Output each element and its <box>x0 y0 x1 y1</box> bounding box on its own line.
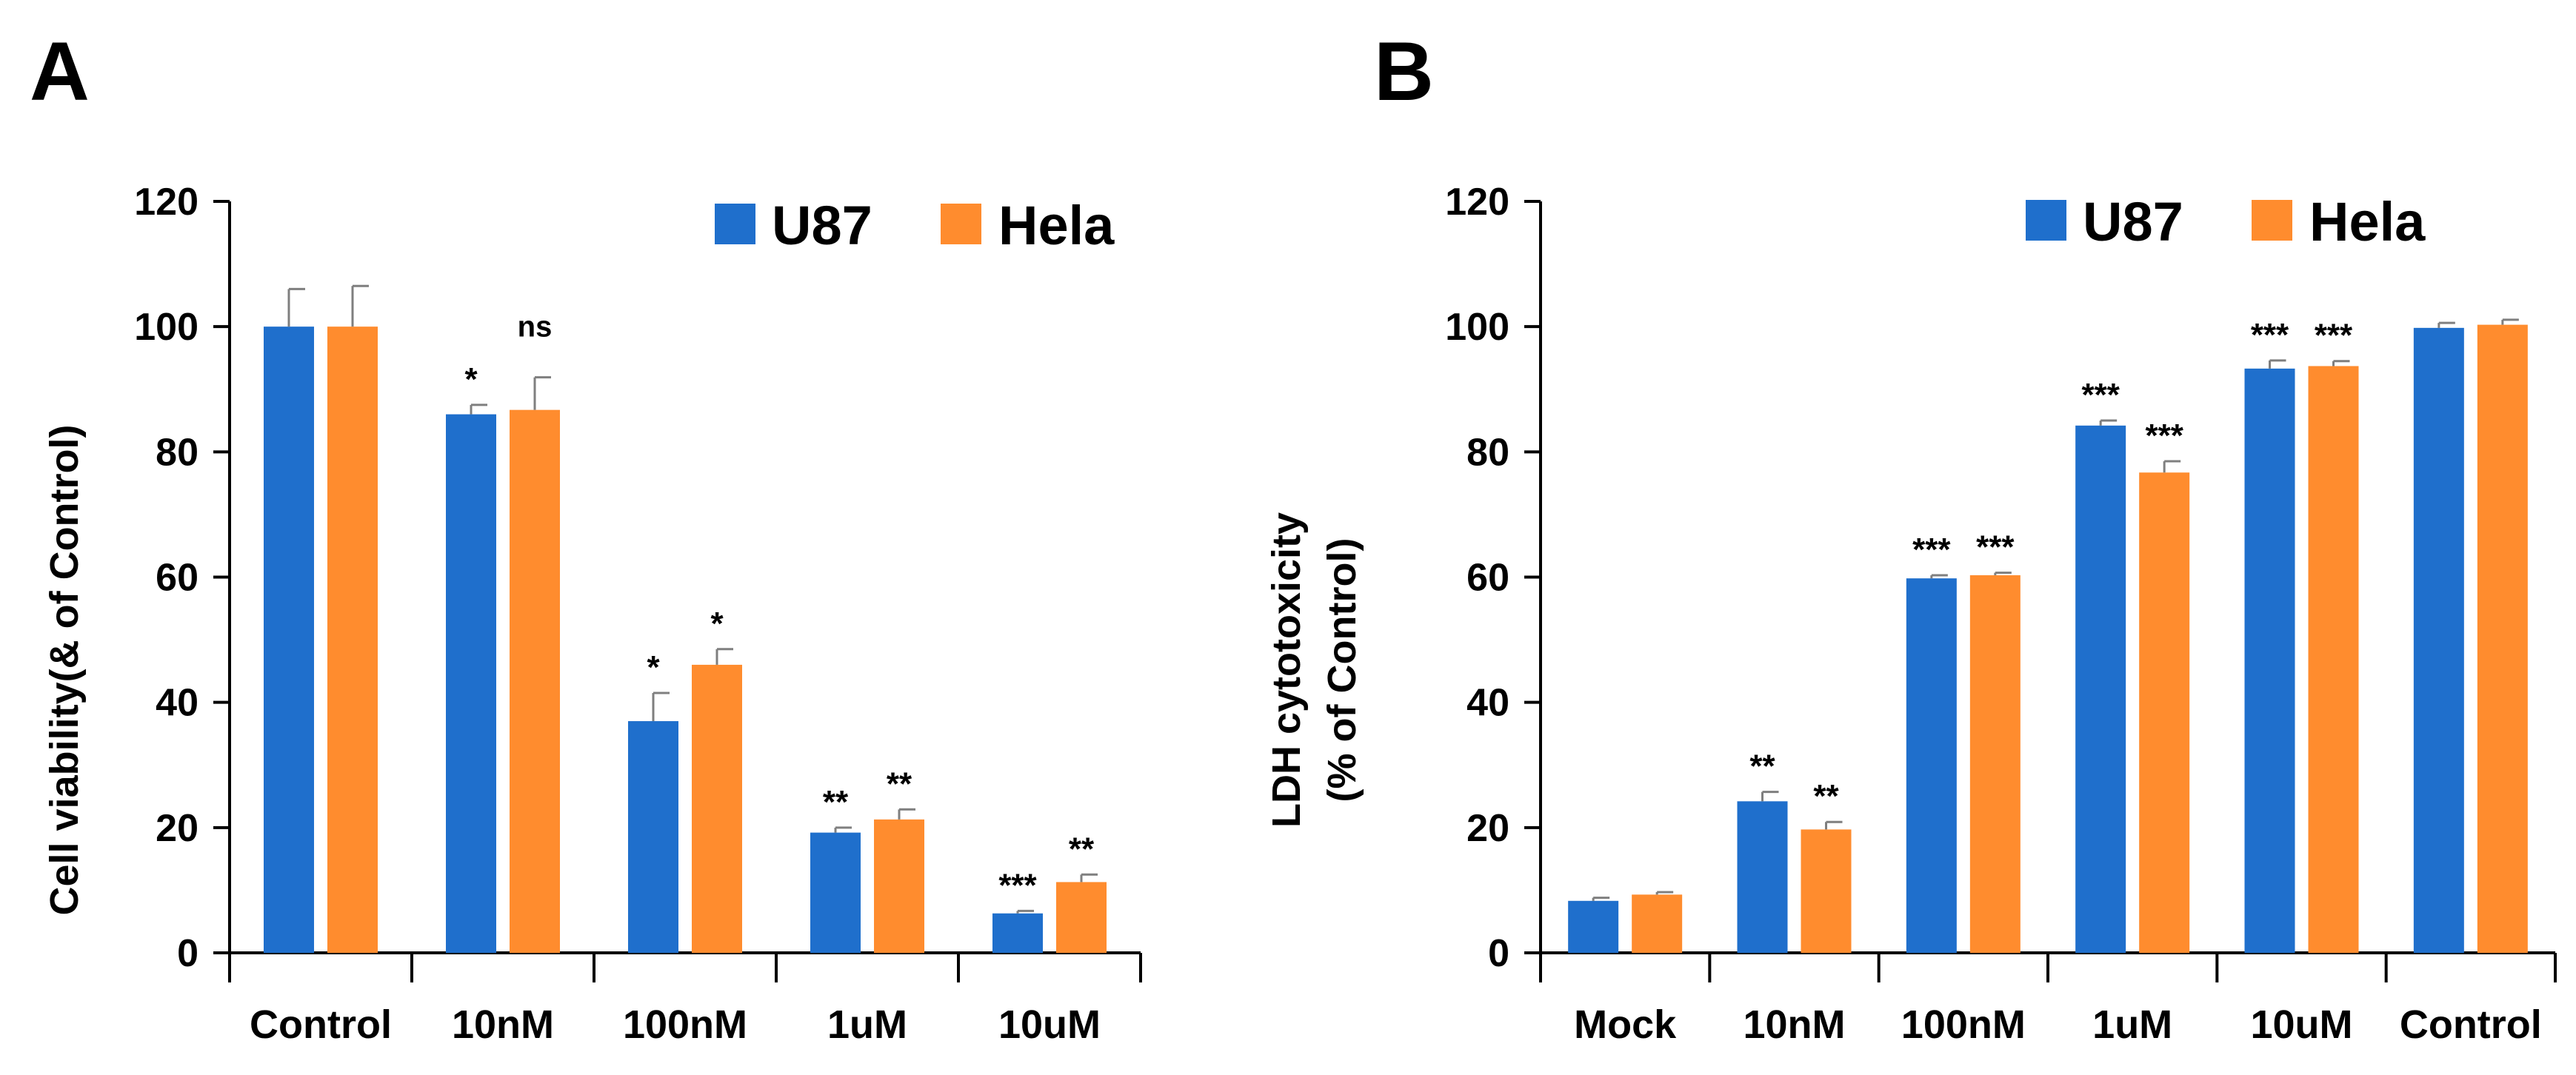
y-tick-label: 60 <box>156 557 198 600</box>
significance-label: *** <box>2251 317 2289 353</box>
legend-label-u87: U87 <box>2083 191 2183 252</box>
legend-label-u87: U87 <box>772 195 872 256</box>
significance-label: * <box>464 361 478 398</box>
significance-label: *** <box>2315 318 2353 354</box>
panel-a-legend: U87 Hela <box>715 195 1115 256</box>
bar-u87 <box>1737 801 1788 953</box>
x-tick-label: 100nM <box>1901 1002 2026 1047</box>
legend-label-hela: Hela <box>2309 191 2426 252</box>
y-tick-label: 0 <box>1488 932 1509 975</box>
x-tick-label: 10nM <box>1743 1002 1845 1047</box>
panel-b-legend: U87 Hela <box>2026 191 2426 252</box>
x-tick-label: Control <box>250 1002 392 1047</box>
panel-b-y-axis-label-line2: (% of Control) <box>1320 538 1364 803</box>
panel-b: B LDH cytotoxicity (% of Control) U87 He… <box>1264 25 2557 1047</box>
significance-label: *** <box>1912 532 1951 568</box>
y-tick-label: 20 <box>1466 807 1509 850</box>
x-tick-label: 1uM <box>2092 1002 2172 1047</box>
bar-hela <box>1969 575 2021 953</box>
significance-label: ns <box>518 311 553 344</box>
significance-label: ** <box>1813 778 1839 814</box>
significance-label: ** <box>823 784 849 820</box>
significance-label: ** <box>1069 831 1095 867</box>
y-tick-label: 100 <box>1445 306 1509 349</box>
y-tick-label: 120 <box>134 181 198 224</box>
bar-u87 <box>2075 425 2126 953</box>
panel-a-label: A <box>30 25 90 118</box>
x-tick-label: 100nM <box>623 1002 747 1047</box>
y-tick-label: 40 <box>156 682 198 725</box>
legend-swatch-hela <box>941 204 981 244</box>
bar-hela <box>2139 472 2190 953</box>
legend-swatch-hela <box>2252 200 2292 241</box>
bar-hela <box>510 409 560 953</box>
x-tick-label: 10uM <box>2250 1002 2352 1047</box>
y-tick-label: 100 <box>134 306 198 349</box>
y-tick-label: 0 <box>177 932 198 975</box>
x-tick-label: 10nM <box>452 1002 554 1047</box>
panel-a: A Cell viability(& of Control) U87 Hela … <box>30 25 1142 1047</box>
bar-hela <box>1056 882 1107 953</box>
significance-label: *** <box>998 867 1037 903</box>
y-tick-label: 80 <box>156 431 198 474</box>
bar-hela <box>692 664 742 953</box>
significance-label: ** <box>887 766 912 802</box>
panel-b-label: B <box>1374 25 1434 118</box>
panel-b-y-axis-label: LDH cytotoxicity <box>1264 512 1309 828</box>
y-tick-label: 40 <box>1466 682 1509 725</box>
significance-label: ** <box>1749 749 1775 785</box>
bar-u87 <box>1906 578 1957 953</box>
significance-label: * <box>710 606 724 642</box>
significance-label: *** <box>1976 529 2015 566</box>
x-tick-label: Control <box>2400 1002 2542 1047</box>
bar-hela <box>1801 829 1852 953</box>
legend-label-hela: Hela <box>998 195 1115 256</box>
panel-a-y-axis-label: Cell viability(& of Control) <box>42 424 87 915</box>
bar-u87 <box>264 326 314 954</box>
y-tick-label: 20 <box>156 807 198 850</box>
significance-label: *** <box>2081 377 2120 413</box>
bar-u87 <box>1568 900 1619 953</box>
bar-u87 <box>446 414 496 953</box>
y-tick-label: 80 <box>1466 431 1509 474</box>
y-tick-label: 120 <box>1445 181 1509 224</box>
bar-u87 <box>2413 327 2464 953</box>
x-tick-label: Mock <box>1574 1002 1677 1047</box>
bar-u87 <box>628 721 678 953</box>
bar-hela <box>2308 366 2359 953</box>
x-tick-label: 1uM <box>827 1002 907 1047</box>
x-tick-label: 10uM <box>998 1002 1101 1047</box>
bar-u87 <box>810 832 861 953</box>
bar-hela <box>327 326 378 954</box>
bar-hela <box>2477 324 2528 954</box>
bar-u87 <box>992 913 1043 953</box>
legend-swatch-u87 <box>2026 200 2066 241</box>
bar-hela <box>874 819 924 953</box>
y-tick-label: 60 <box>1466 557 1509 600</box>
significance-label: *** <box>2145 418 2183 454</box>
significance-label: * <box>647 649 660 686</box>
bar-hela <box>1632 894 1683 953</box>
legend-swatch-u87 <box>715 204 755 244</box>
bar-u87 <box>2244 368 2295 953</box>
